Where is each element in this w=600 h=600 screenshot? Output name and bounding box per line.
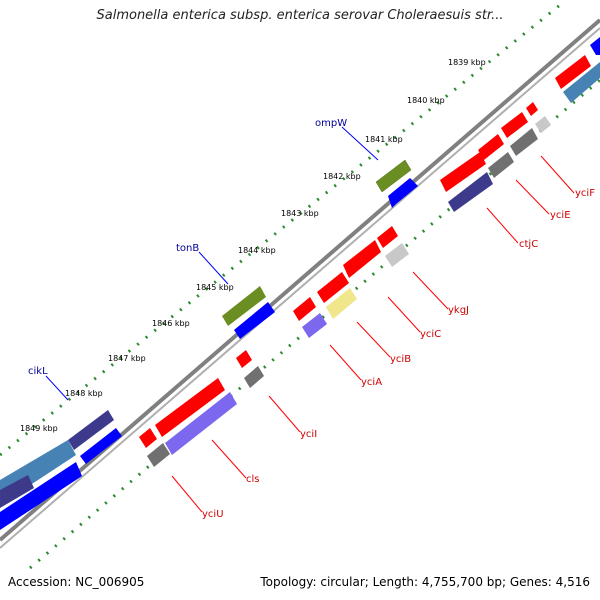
gene-yciE[interactable] xyxy=(526,102,551,133)
leader-ompW xyxy=(341,126,379,161)
gene-label-ompW: ompW xyxy=(315,118,347,129)
backbone-outer xyxy=(0,18,600,542)
gene-ompW-lower[interactable] xyxy=(388,178,418,208)
leader-yciC xyxy=(387,296,421,333)
gene-label-yciA: yciA xyxy=(361,377,382,388)
leader-cikL xyxy=(45,375,69,401)
gene-tonB-upper[interactable] xyxy=(222,286,266,326)
tick-label-1841: 1841 kbp xyxy=(365,135,403,144)
gene-yciI[interactable] xyxy=(236,350,264,388)
gene-label-tonB: tonB xyxy=(176,243,199,254)
leader-yciI xyxy=(268,395,301,433)
leader-yciB xyxy=(356,321,391,358)
tick-label-1839: 1839 kbp xyxy=(448,58,486,67)
leader-ctjC xyxy=(486,207,519,244)
gene-yciC[interactable] xyxy=(343,240,381,278)
leader-yciA xyxy=(329,344,362,381)
gene-label-yciB: yciB xyxy=(390,354,411,365)
gene-label-ykgJ: ykgJ xyxy=(448,305,469,316)
leader-yciE xyxy=(515,179,550,215)
gene-left-blue[interactable] xyxy=(0,462,82,530)
accession-text: Accession: NC_006905 xyxy=(8,575,145,589)
tick-label-1846: 1846 kbp xyxy=(152,319,190,328)
gene-yciU[interactable] xyxy=(139,428,170,467)
gene-cls[interactable] xyxy=(155,378,237,455)
tick-label-1847: 1847 kbp xyxy=(108,354,146,363)
gene-ctjC[interactable] xyxy=(440,152,493,212)
gene-ompW-upper[interactable] xyxy=(375,159,412,193)
gene-label-yciF: yciF xyxy=(575,188,595,199)
gene-label-yciC: yciC xyxy=(420,329,441,340)
leader-cls xyxy=(211,439,247,479)
map-title: Salmonella enterica subsp. enterica sero… xyxy=(96,8,504,23)
gene-cikL-lower[interactable] xyxy=(80,428,122,464)
genome-summary-text: Topology: circular; Length: 4,755,700 bp… xyxy=(260,575,590,589)
gene-label-ctjC: ctjC xyxy=(519,239,538,250)
leader-yciF xyxy=(540,155,575,194)
gene-ctjC-row[interactable] xyxy=(478,112,538,178)
gene-cikL-upper[interactable] xyxy=(68,410,114,450)
gene-left-navy[interactable] xyxy=(0,475,34,508)
tick-ring-outer xyxy=(0,3,561,457)
tick-label-1844: 1844 kbp xyxy=(238,246,276,255)
gene-label-yciI: yciI xyxy=(300,429,317,440)
gene-yciA[interactable] xyxy=(293,297,327,338)
tick-label-1840: 1840 kbp xyxy=(407,96,445,105)
backbone-inner xyxy=(0,27,600,549)
tick-label-1843: 1843 kbp xyxy=(281,209,319,218)
gene-yciF[interactable] xyxy=(555,37,600,103)
gene-label-cls: cls xyxy=(246,474,260,485)
leader-ykgJ xyxy=(412,271,449,310)
tick-label-1842: 1842 kbp xyxy=(323,172,361,181)
gene-ykgJ[interactable] xyxy=(377,226,409,267)
leader-tonB xyxy=(198,251,229,285)
gene-tonB-lower[interactable] xyxy=(234,302,275,339)
tick-label-1848: 1848 kbp xyxy=(65,389,103,398)
gene-yciB[interactable] xyxy=(317,272,357,319)
leader-yciU xyxy=(171,475,203,513)
gene-label-yciE: yciE xyxy=(550,210,571,221)
gene-label-yciU: yciU xyxy=(202,509,224,520)
tick-label-1849: 1849 kbp xyxy=(20,424,58,433)
gene-label-cikL: cikL xyxy=(28,366,48,377)
tick-label-1845: 1845 kbp xyxy=(196,283,234,292)
